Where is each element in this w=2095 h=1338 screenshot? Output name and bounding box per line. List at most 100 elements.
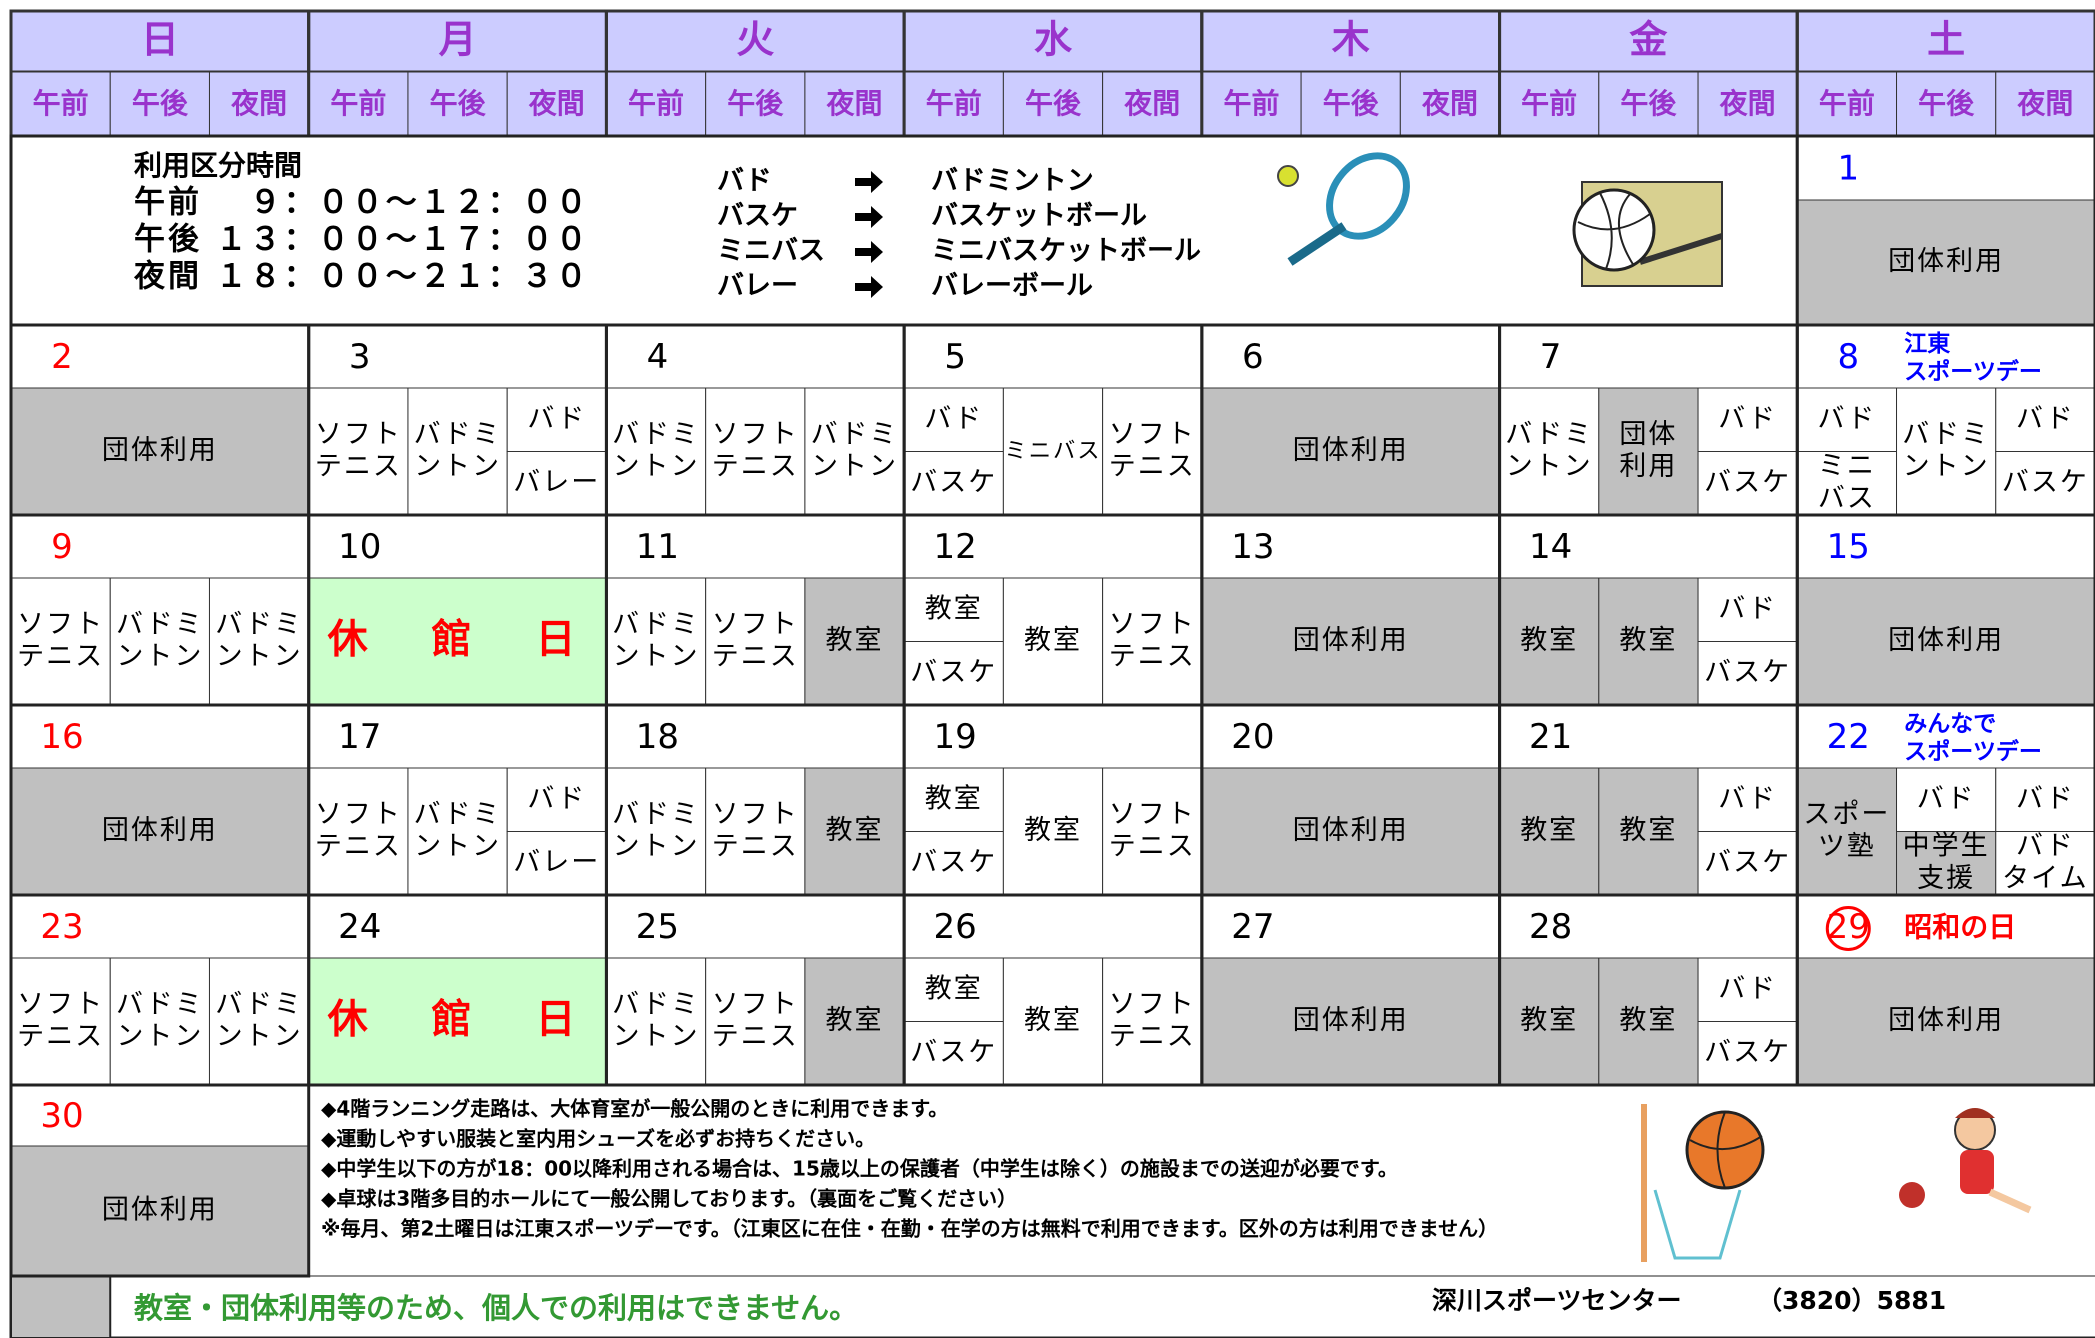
cell-text: バドミ — [414, 419, 502, 450]
cell-text: バスケ — [910, 467, 997, 498]
date: 27 — [1231, 907, 1274, 947]
date-cell — [903, 514, 1203, 579]
day-note: 昭和の日 — [1904, 911, 2016, 944]
date-cell — [10, 704, 310, 769]
closed-label: 休 館 日 — [327, 617, 588, 663]
cell-text: ントン — [116, 1021, 203, 1052]
cell-text: バドミ — [811, 419, 899, 450]
day-name: 火 — [736, 18, 774, 62]
cell — [1697, 831, 1798, 896]
notice: ◆運動しやすい服装と室内用シューズを必ずお持ちください。 — [321, 1127, 875, 1151]
date-cell — [1796, 704, 2095, 769]
cell-text: バドミ — [1505, 419, 1593, 450]
cell — [1995, 451, 2095, 516]
period-name: 午後 — [430, 87, 487, 120]
cell — [903, 1021, 1004, 1086]
cell-text: テニス — [712, 1021, 799, 1052]
info-cell — [9, 134, 1799, 327]
cell — [1995, 831, 2095, 896]
period-header — [804, 71, 905, 137]
cell — [1896, 767, 1997, 832]
date: 8 — [1837, 337, 1859, 377]
cell-text: バド — [2016, 403, 2075, 434]
date: 21 — [1529, 717, 1572, 757]
period-header — [903, 71, 1004, 137]
day-note: スポーツデー — [1904, 358, 2042, 385]
cell-text: ントン — [1903, 451, 1990, 482]
usage-title: 利用区分時間 — [134, 149, 302, 182]
cell-text: ツ塾 — [1818, 831, 1876, 862]
cell — [506, 451, 607, 516]
date: 24 — [338, 907, 381, 947]
cell — [1102, 577, 1203, 706]
cell-text: テニス — [315, 451, 402, 482]
cell-text: テニス — [712, 641, 799, 672]
date: 9 — [51, 527, 73, 567]
date: 5 — [944, 337, 966, 377]
period-name: 午前 — [1223, 87, 1279, 120]
cell-text: 教室 — [1520, 625, 1578, 656]
day-name: 月 — [439, 18, 477, 62]
date-cell — [1499, 514, 1798, 579]
period-name: 午前 — [926, 87, 982, 120]
date: 10 — [338, 527, 381, 567]
cell-text: バド — [2016, 783, 2075, 814]
cell-text: テニス — [1109, 641, 1196, 672]
cell — [804, 957, 905, 1086]
usage-time: 夜間 １８：００～２１：３０ — [133, 259, 590, 295]
cell-text: バド — [1917, 783, 1976, 814]
date: 6 — [1242, 337, 1264, 377]
cell-text: バスケ — [910, 847, 997, 878]
period-name: 午前 — [1521, 87, 1577, 120]
cell-text: 団体利用 — [1293, 625, 1409, 656]
period-header — [10, 71, 111, 137]
cell-text: 教室 — [1619, 1005, 1677, 1036]
cell-text: テニス — [712, 451, 799, 482]
period-header — [1002, 71, 1104, 137]
cell — [1002, 767, 1104, 896]
cell-text: バドミ — [612, 799, 700, 830]
cell-text: バス — [1818, 483, 1876, 514]
period-header — [1201, 71, 1302, 137]
date-cell — [1201, 324, 1501, 389]
cell — [407, 387, 508, 516]
cell — [705, 957, 806, 1086]
cell-text: テニス — [1109, 831, 1196, 862]
cell-text: 団体利用 — [1293, 435, 1409, 466]
cell-text: 利用 — [1619, 451, 1677, 482]
date-cell — [308, 894, 607, 959]
cell — [605, 387, 707, 516]
cell-text: バスケ — [1704, 657, 1791, 688]
cell-text: テニス — [1109, 1021, 1196, 1052]
cell — [1796, 387, 1898, 452]
cell-text: タイム — [2002, 863, 2088, 894]
cell-text: ソフト — [712, 609, 799, 640]
cell-text: 団体利用 — [102, 815, 218, 846]
cell — [804, 767, 905, 896]
cell-text: バドミ — [414, 799, 502, 830]
cell-text: スポー — [1803, 799, 1890, 830]
cell-text: ソフト — [712, 989, 799, 1020]
cell-text: バレー — [513, 467, 600, 498]
arrow — [855, 241, 883, 263]
cell — [705, 577, 806, 706]
cell-text: 教室 — [1619, 815, 1677, 846]
cell-text: テニス — [1109, 451, 1196, 482]
day-name: 木 — [1332, 18, 1370, 62]
cell — [1201, 387, 1501, 516]
cell-text: バドミ — [215, 989, 303, 1020]
period-name: 夜間 — [1719, 87, 1776, 120]
cell-text: 教室 — [1024, 625, 1082, 656]
day-header — [1200, 9, 1502, 74]
date: 11 — [636, 527, 679, 567]
period-name: 午後 — [1025, 87, 1082, 120]
cell-text: バド — [1718, 593, 1777, 624]
date: 7 — [1540, 337, 1562, 377]
cell — [10, 767, 310, 896]
cell — [109, 577, 210, 706]
cell-text: ソフト — [1109, 419, 1196, 450]
period-header — [605, 71, 707, 137]
date-cell — [605, 894, 905, 959]
